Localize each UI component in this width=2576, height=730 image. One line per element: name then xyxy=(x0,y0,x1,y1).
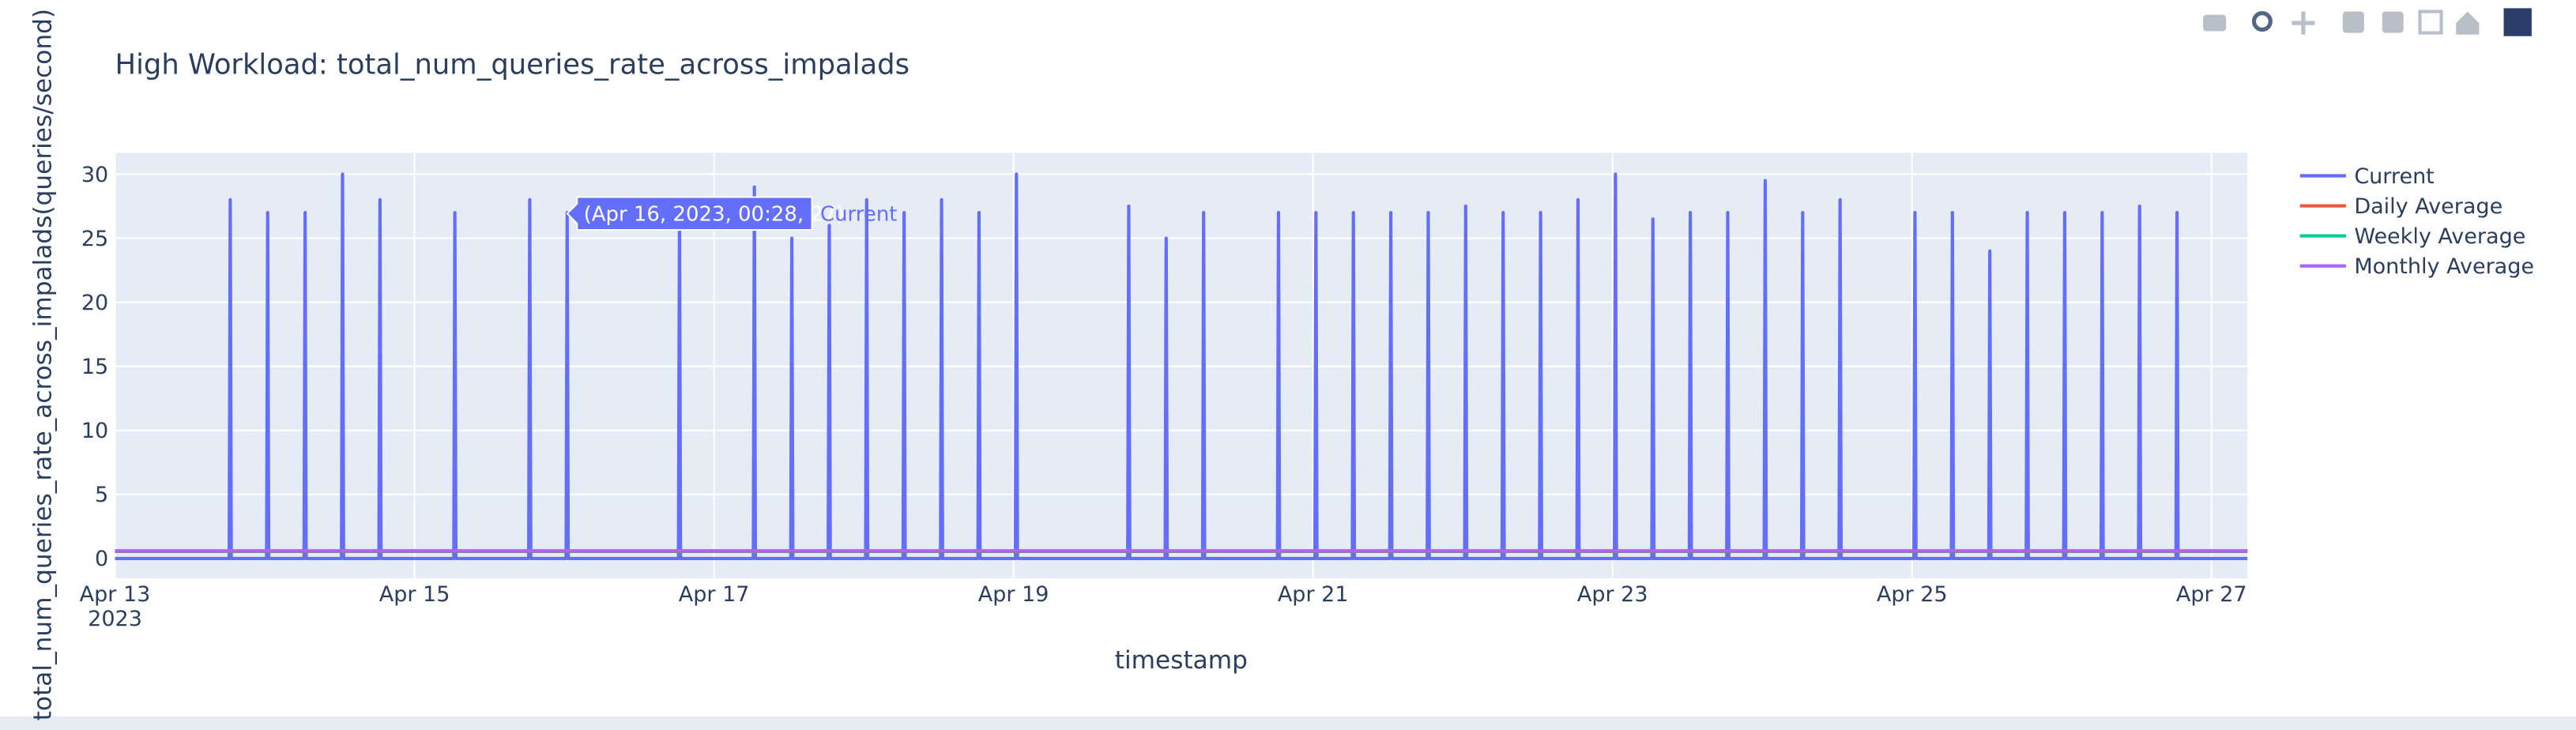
bottom-strip xyxy=(0,716,2576,730)
x-tick-label: Apr 17 xyxy=(679,582,750,607)
x-axis-title: timestamp xyxy=(1115,646,1248,675)
toolbar xyxy=(2203,8,2532,36)
y-tick-label: 10 xyxy=(81,419,108,443)
plotly-logo[interactable] xyxy=(2503,8,2532,36)
y-axis-title: total_num_queries_rate_across_impalads(q… xyxy=(28,9,57,721)
legend-label[interactable]: Weekly Average xyxy=(2354,224,2525,249)
camera-icon[interactable] xyxy=(2203,14,2227,32)
legend-label[interactable]: Current xyxy=(2354,164,2434,189)
zoom-icon[interactable] xyxy=(2251,11,2273,32)
legend-label[interactable]: Daily Average xyxy=(2354,194,2503,219)
autoscale-icon[interactable] xyxy=(2418,9,2443,35)
lines xyxy=(115,172,2248,560)
legend-label[interactable]: Monthly Average xyxy=(2354,254,2534,279)
zoom-out-icon[interactable] xyxy=(2382,11,2404,33)
x-tick-label: Apr 23 xyxy=(1577,582,1648,607)
hover-name: Current xyxy=(820,203,898,227)
y-tick-label: 0 xyxy=(95,547,108,571)
legend: Current Daily Average Weekly Average Monthl… xyxy=(2299,164,2534,279)
x-tick-label: Apr 21 xyxy=(1278,582,1349,607)
x-tick-label: Apr 19 xyxy=(978,582,1049,607)
y-tick-label: 20 xyxy=(81,291,108,315)
x-tick-label: Apr 25 xyxy=(1877,582,1948,607)
x-tick-label: Apr 27 xyxy=(2176,582,2247,607)
hover-label: (Apr 16, 2023, 00:28, 27)Current xyxy=(566,196,898,231)
series-line xyxy=(115,172,2248,560)
y-tick-label: 5 xyxy=(95,483,108,507)
y-tick-label: 15 xyxy=(81,355,108,379)
plot-background xyxy=(115,152,2248,578)
reset-icon[interactable] xyxy=(2456,11,2480,35)
chart-title: High Workload: total_num_queries_rate_ac… xyxy=(115,49,910,81)
zoom-in-icon[interactable] xyxy=(2342,11,2364,33)
hover-box xyxy=(566,196,813,231)
y-tick-label: 25 xyxy=(81,227,108,251)
x-tick-label: Apr 13 2023 xyxy=(80,582,151,631)
pan-icon[interactable] xyxy=(2292,11,2315,35)
x-tick-label: Apr 15 xyxy=(379,582,450,607)
hover-text: (Apr 16, 2023, 00:28, 27) xyxy=(584,203,845,227)
y-tick-label: 30 xyxy=(81,163,108,187)
grid xyxy=(114,152,2248,578)
